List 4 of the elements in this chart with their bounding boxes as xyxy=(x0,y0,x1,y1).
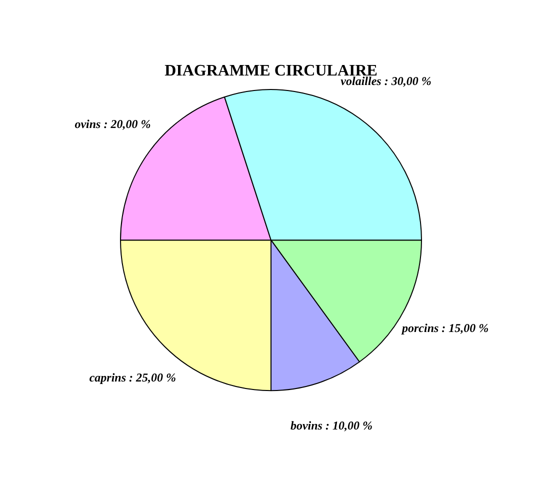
slice-label: porcins : 15,00 % xyxy=(400,321,489,336)
slice-label: bovins : 10,00 % xyxy=(290,418,372,432)
slice-label: caprins : 25,00 % xyxy=(89,370,176,385)
slice-label: ovins : 20,00 % xyxy=(74,117,151,132)
